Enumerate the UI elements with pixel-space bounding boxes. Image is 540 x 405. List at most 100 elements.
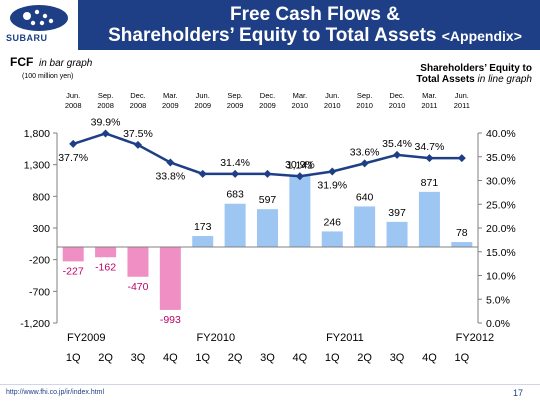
fcf-value-label: 78 bbox=[456, 227, 468, 239]
left-axis-unit: (100 million yen) bbox=[22, 73, 73, 80]
equity-ratio-label: 37.7% bbox=[58, 152, 88, 164]
equity-ratio-marker bbox=[457, 154, 466, 163]
equity-ratio-label: 33.8% bbox=[155, 170, 185, 182]
equity-ratio-marker bbox=[263, 169, 272, 178]
fcf-value-label: -993 bbox=[160, 314, 181, 326]
date-label-month: Mar. bbox=[422, 91, 437, 100]
quarter-label: 1Q bbox=[454, 352, 469, 364]
equity-ratio-label: 37.5% bbox=[123, 128, 153, 140]
fcf-value-label: -162 bbox=[95, 261, 116, 273]
quarter-label: 3Q bbox=[131, 352, 146, 364]
title-line-2: Shareholders’ Equity to Total Assets <Ap… bbox=[90, 25, 540, 47]
quarter-label: 1Q bbox=[195, 352, 210, 364]
right-tick-label: 40.0% bbox=[486, 128, 516, 140]
date-label-month: Jun. bbox=[455, 91, 469, 100]
fcf-value-label: -470 bbox=[127, 281, 148, 293]
date-label-year: 2008 bbox=[65, 101, 82, 110]
title-line-2-main: Shareholders’ Equity to Total Assets bbox=[108, 25, 437, 46]
right-tick-label: 0.0% bbox=[486, 318, 510, 330]
date-label-year: 2010 bbox=[356, 101, 373, 110]
quarter-label: 2Q bbox=[357, 352, 372, 364]
fcf-bar bbox=[224, 203, 246, 247]
left-tick-label: -700 bbox=[29, 286, 50, 298]
fcf-bar bbox=[127, 247, 149, 277]
fcf-bar bbox=[451, 242, 473, 247]
title-line-1: Free Cash Flows & bbox=[230, 4, 400, 25]
date-label-month: Mar. bbox=[163, 91, 178, 100]
equity-ratio-label: 35.4% bbox=[382, 138, 412, 150]
equity-ratio-marker bbox=[101, 129, 110, 138]
equity-ratio-marker bbox=[69, 139, 78, 148]
fcf-bar bbox=[257, 209, 278, 247]
quarter-label: 2Q bbox=[98, 352, 113, 364]
date-label-year: 2011 bbox=[454, 101, 470, 110]
date-label-year: 2010 bbox=[324, 101, 341, 110]
equity-ratio-marker bbox=[360, 159, 369, 168]
fcf-value-label: 173 bbox=[194, 221, 212, 233]
date-label-month: Dec. bbox=[260, 91, 275, 100]
equity-ratio-marker bbox=[133, 140, 142, 149]
equity-ratio-label: 39.9% bbox=[91, 116, 121, 128]
fcf-value-label: 397 bbox=[388, 207, 406, 219]
fcf-value-label: 640 bbox=[356, 191, 374, 203]
date-label-year: 2008 bbox=[130, 101, 147, 110]
fcf-bar bbox=[95, 247, 117, 258]
equity-ratio-marker bbox=[295, 172, 304, 181]
equity-ratio-label: 33.6% bbox=[350, 146, 380, 158]
fcf-bar bbox=[321, 231, 343, 247]
subaru-star-icon bbox=[10, 5, 68, 31]
page-number: 17 bbox=[513, 388, 524, 398]
quarter-label: 1Q bbox=[66, 352, 81, 364]
date-label-year: 2010 bbox=[389, 101, 406, 110]
fcf-bar bbox=[386, 221, 408, 247]
logo: SUBARU bbox=[0, 0, 78, 50]
right-axis-title-line2: Total Assets in line graph bbox=[416, 74, 532, 85]
date-label-year: 2009 bbox=[259, 101, 276, 110]
date-label-month: Sep. bbox=[227, 91, 242, 100]
header-bar: SUBARU Free Cash Flows & Shareholders’ E… bbox=[0, 0, 540, 50]
fcf-value-label: 597 bbox=[259, 194, 277, 206]
equity-ratio-label: 34.7% bbox=[415, 141, 445, 153]
footer-url: http://www.fhi.co.jp/ir/index.html bbox=[6, 389, 105, 396]
date-label-year: 2009 bbox=[194, 101, 211, 110]
date-label-month: Jun. bbox=[66, 91, 80, 100]
fcf-value-label: 1,141 bbox=[287, 160, 313, 172]
title-suffix: <Appendix> bbox=[441, 28, 522, 44]
quarter-label: 4Q bbox=[422, 352, 437, 364]
equity-ratio-label: 31.9% bbox=[317, 179, 347, 191]
quarter-label: 2Q bbox=[228, 352, 243, 364]
right-tick-label: 5.0% bbox=[486, 294, 510, 306]
right-axis-title: Shareholders’ Equity to bbox=[420, 63, 532, 74]
left-tick-label: 800 bbox=[32, 191, 50, 203]
right-tick-label: 35.0% bbox=[486, 152, 516, 164]
date-label-month: Sep. bbox=[98, 91, 113, 100]
left-tick-label: -200 bbox=[29, 255, 50, 267]
equity-ratio-marker bbox=[166, 158, 175, 167]
date-label-month: Dec. bbox=[389, 91, 404, 100]
date-label-year: 2010 bbox=[292, 101, 309, 110]
fcf-bar bbox=[192, 236, 214, 247]
fcf-equity-chart: FCF in bar graph (100 million yen) Sharehol… bbox=[10, 55, 532, 364]
right-tick-label: 20.0% bbox=[486, 223, 516, 235]
date-label-month: Mar. bbox=[293, 91, 308, 100]
fiscal-year-label: FY2011 bbox=[326, 332, 364, 344]
left-axis-title-suffix: in bar graph bbox=[39, 58, 93, 69]
right-tick-label: 15.0% bbox=[486, 247, 516, 259]
fcf-value-label: -227 bbox=[63, 265, 84, 277]
equity-ratio-label: 30.9% bbox=[285, 159, 315, 171]
logo-text: SUBARU bbox=[6, 33, 48, 43]
date-label-year: 2011 bbox=[421, 101, 437, 110]
page-title: Free Cash Flows & Shareholders’ Equity t… bbox=[90, 4, 540, 47]
quarter-label: 1Q bbox=[325, 352, 340, 364]
fcf-bar bbox=[159, 247, 181, 310]
fiscal-year-label: FY2012 bbox=[456, 332, 495, 344]
equity-ratio-marker bbox=[198, 169, 207, 178]
quarter-label: 3Q bbox=[390, 352, 405, 364]
fcf-bar bbox=[354, 206, 376, 247]
right-tick-label: 10.0% bbox=[486, 271, 516, 283]
fcf-bar bbox=[62, 247, 84, 262]
equity-ratio-marker bbox=[393, 150, 402, 159]
date-label-month: Dec. bbox=[130, 91, 145, 100]
equity-ratio-marker bbox=[425, 154, 434, 163]
fcf-value-label: 246 bbox=[324, 216, 342, 228]
